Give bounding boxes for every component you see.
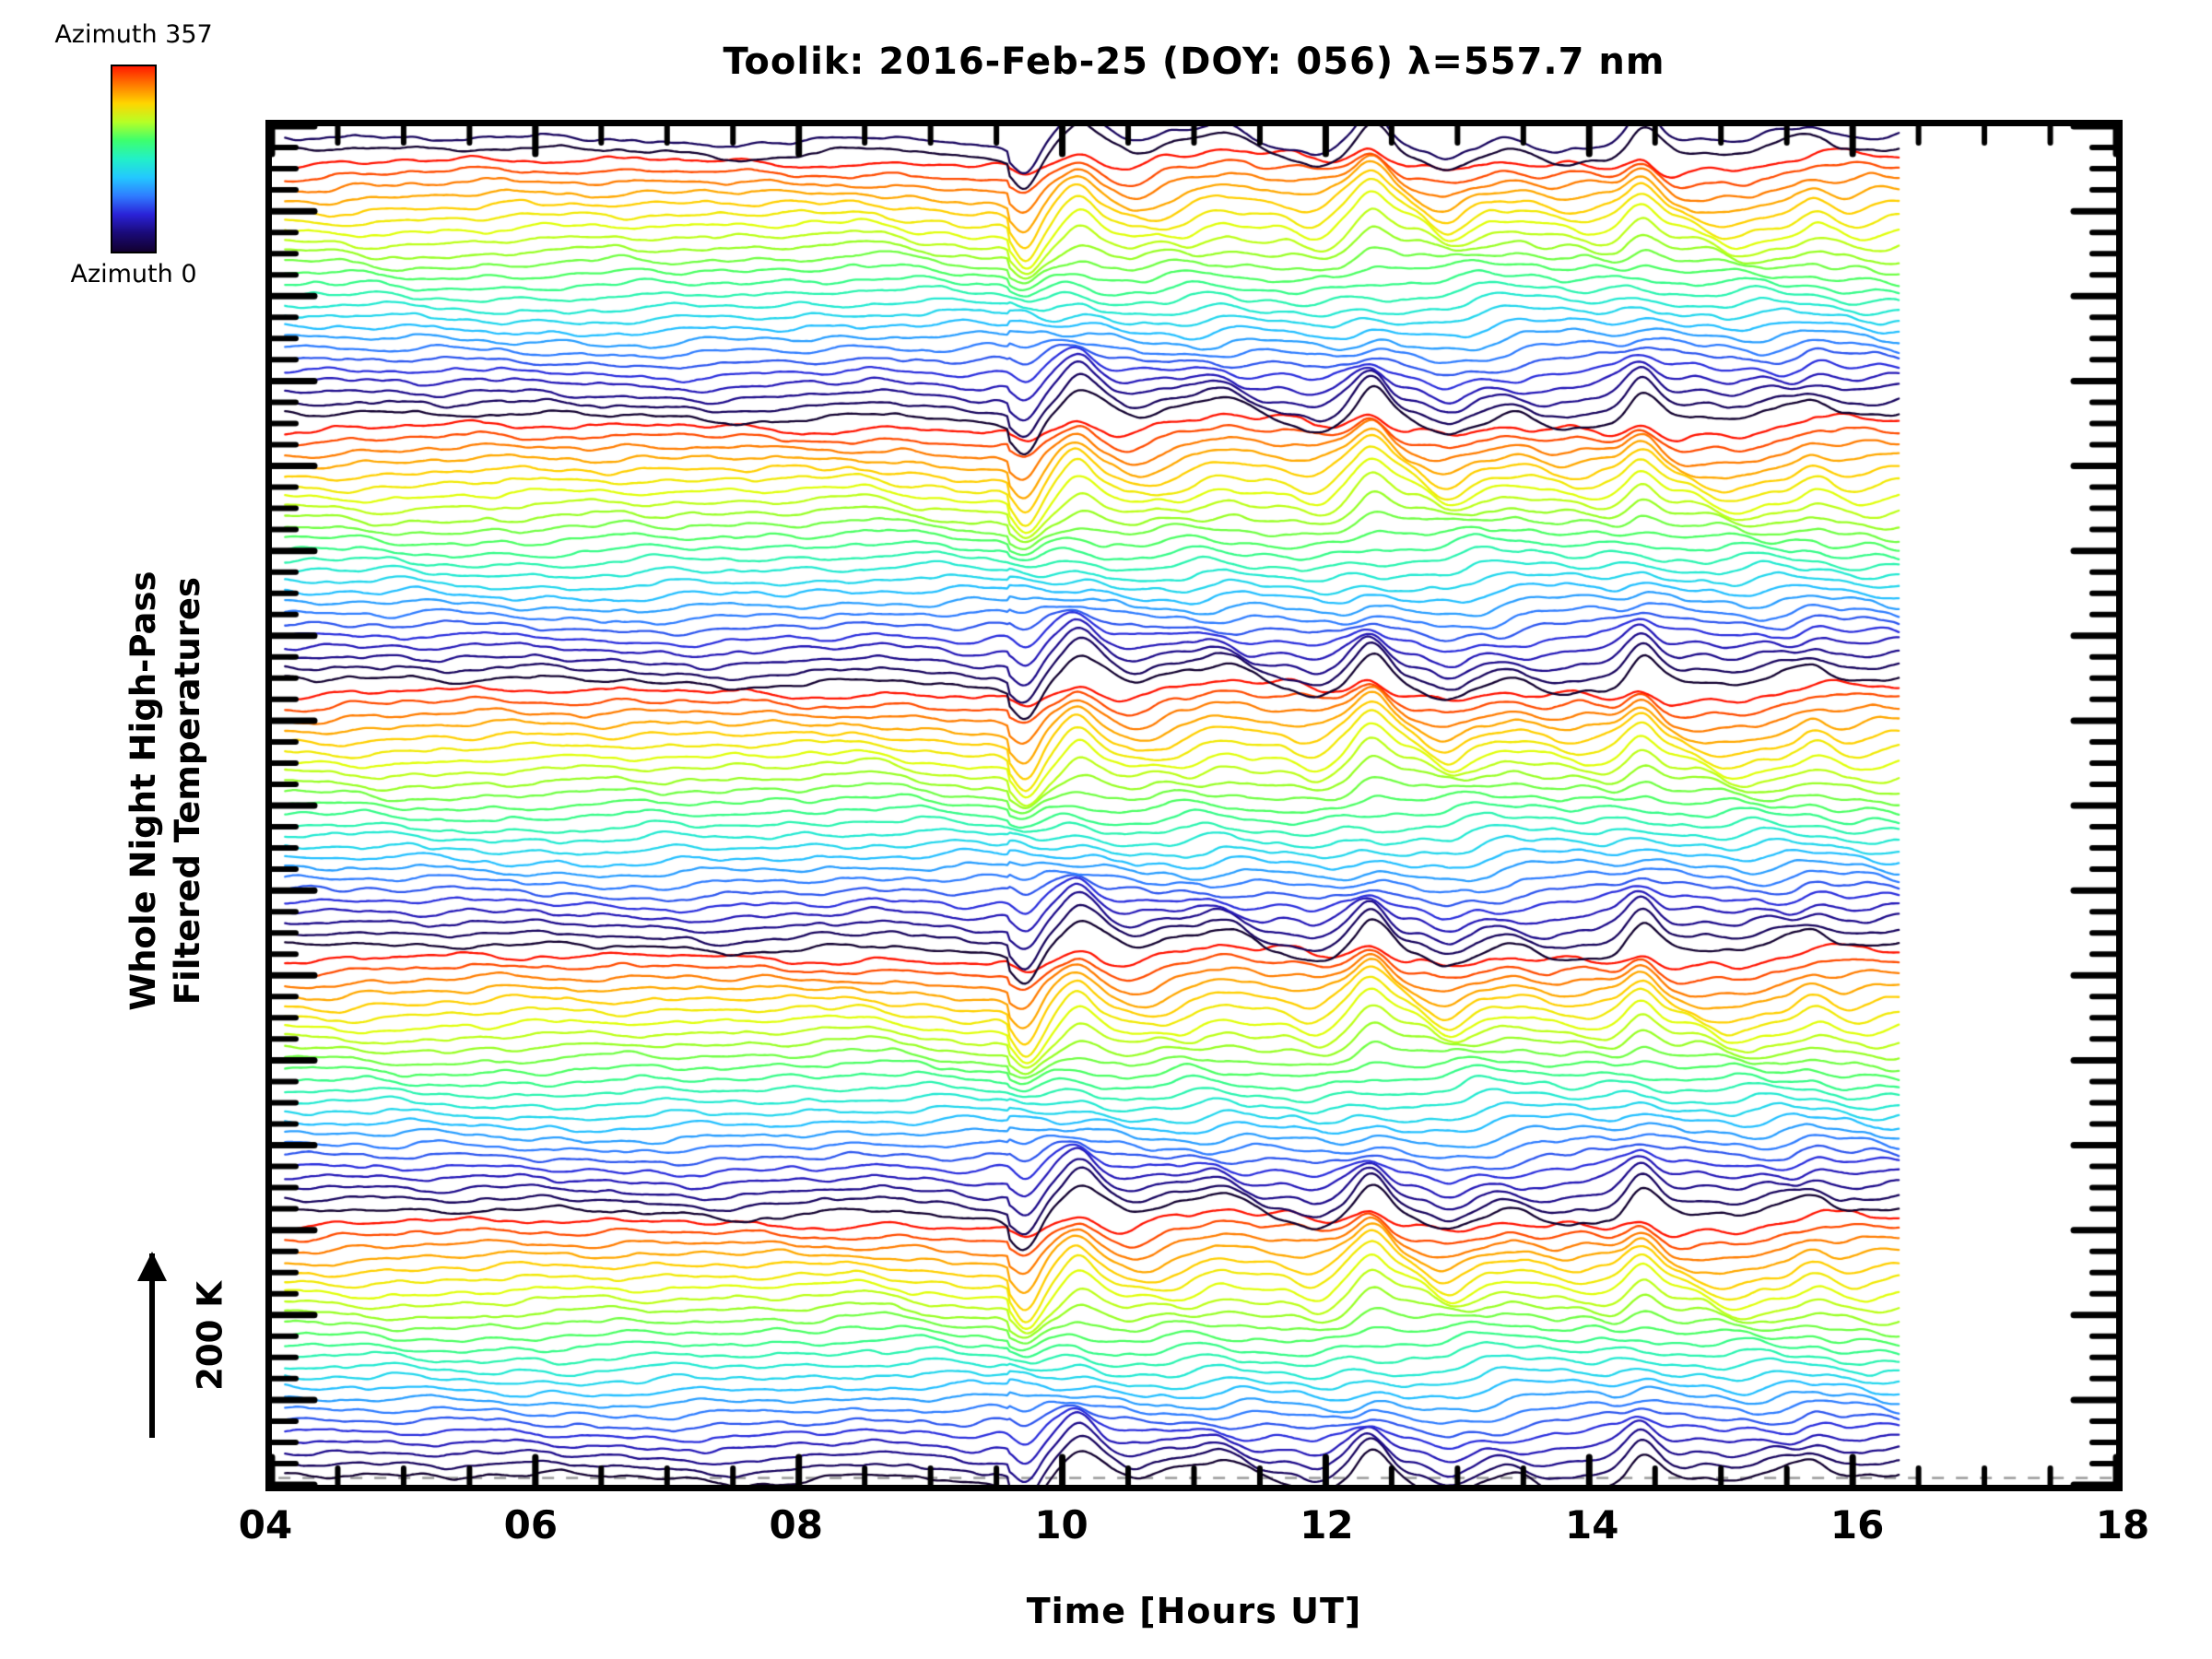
x-tick-label-14: 14 — [1565, 1502, 1619, 1547]
scale-bar: 200 K — [129, 1252, 267, 1447]
plot-frame — [265, 120, 2123, 1491]
colorbar-max-label: Azimuth 357 — [54, 20, 213, 49]
scale-bar-label: 200 K — [190, 1281, 230, 1391]
waterfall-plot-canvas — [272, 126, 2116, 1485]
x-tick-label-04: 04 — [238, 1502, 293, 1547]
x-tick-label-18: 18 — [2095, 1502, 2150, 1547]
x-tick-label-06: 06 — [503, 1502, 559, 1547]
colorbar-gradient-swatch — [111, 65, 157, 253]
up-arrow-icon — [137, 1252, 167, 1438]
y-axis-title-line2: Filtered Temperatures — [168, 576, 207, 1006]
azimuth-colorbar-legend: Azimuth 357 Azimuth 0 — [0, 9, 267, 288]
x-axis-title: Time [Hours UT] — [1026, 1591, 1362, 1631]
y-axis-title-line1: Whole Night High-Pass — [123, 571, 163, 1011]
page-title: Toolik: 2016-Feb-25 (DOY: 056) λ=557.7 n… — [723, 41, 1665, 83]
colorbar-min-label: Azimuth 0 — [70, 260, 197, 288]
x-tick-label-16: 16 — [1830, 1502, 1885, 1547]
x-axis-tick-labels: 04 06 08 10 12 14 16 18 — [0, 1502, 2212, 1558]
y-axis-title: Whole Night High-Pass Filtered Temperatu… — [122, 477, 210, 1104]
x-tick-label-10: 10 — [1034, 1502, 1088, 1547]
x-tick-label-08: 08 — [769, 1502, 823, 1547]
x-tick-label-12: 12 — [1300, 1502, 1354, 1547]
